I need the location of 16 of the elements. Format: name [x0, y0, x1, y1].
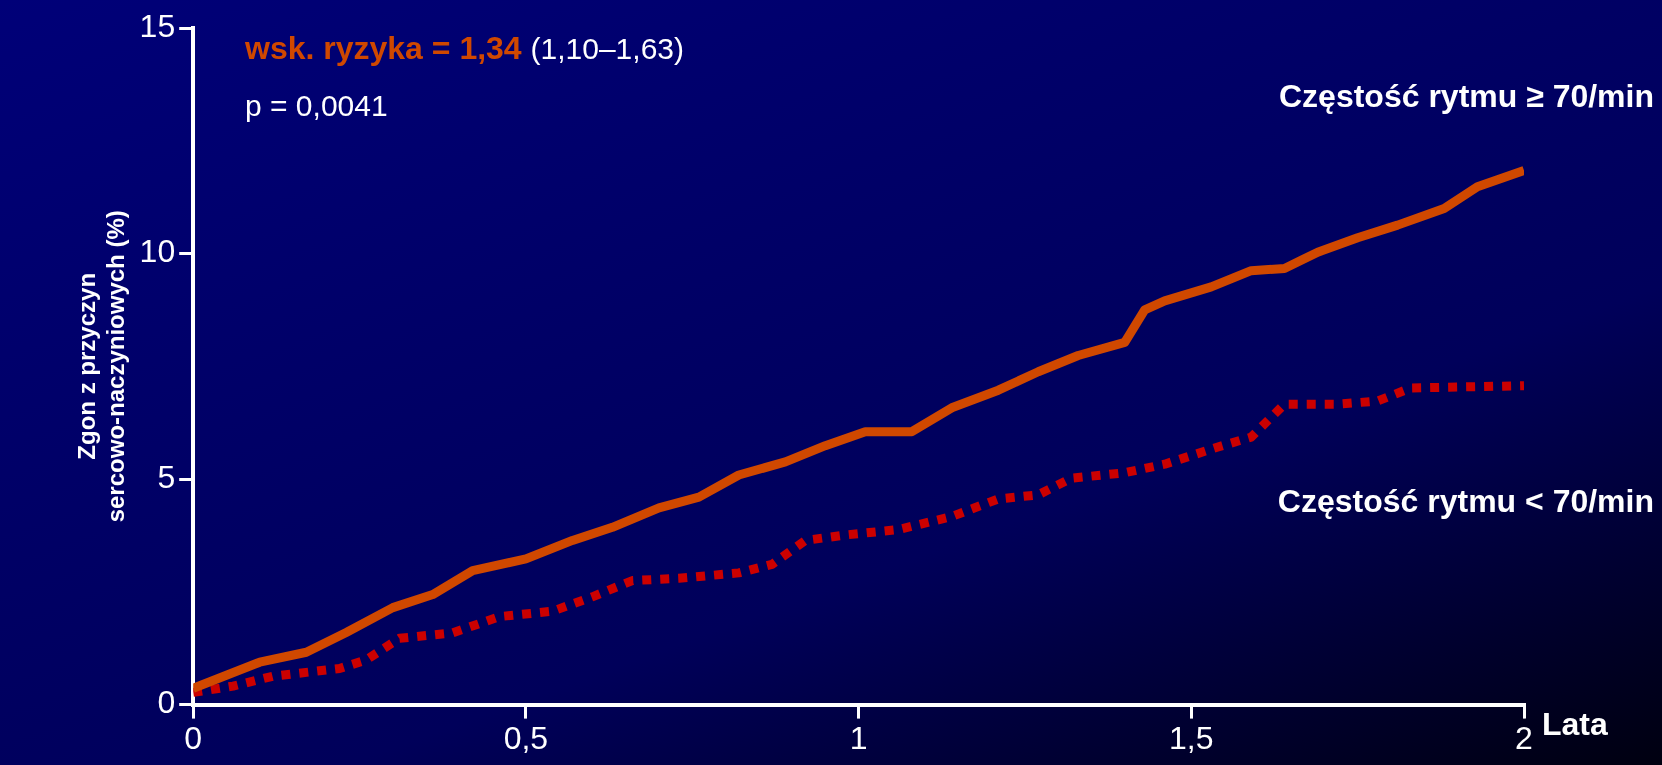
x-tick-label: 1,5 [1169, 719, 1214, 756]
x-tick-label: 2 [1515, 719, 1533, 756]
x-axis-title: Lata [1542, 706, 1608, 743]
y-tick-label: 0 [157, 684, 176, 721]
y-tick-label: 15 [139, 7, 176, 44]
series-label: Częstość rytmu < 70/min [1277, 482, 1654, 519]
y-tick-label: 10 [139, 233, 176, 270]
annotation: (1,10–1,63) [530, 32, 684, 65]
y-axis-title: Zgon z przyczyn sercowo-naczyniowych (%) [73, 210, 129, 523]
y-tick-label: 5 [157, 458, 176, 495]
x-tick-label: 1 [849, 719, 868, 756]
x-tick-label: 0 [184, 719, 203, 756]
annotation: wsk. ryzyka = 1,34 [245, 30, 523, 66]
annotation: p = 0,0041 [245, 89, 388, 122]
text: Częstość rytmu ≥ 70/min [1278, 78, 1654, 115]
x-tick-label: 0,5 [503, 719, 549, 756]
